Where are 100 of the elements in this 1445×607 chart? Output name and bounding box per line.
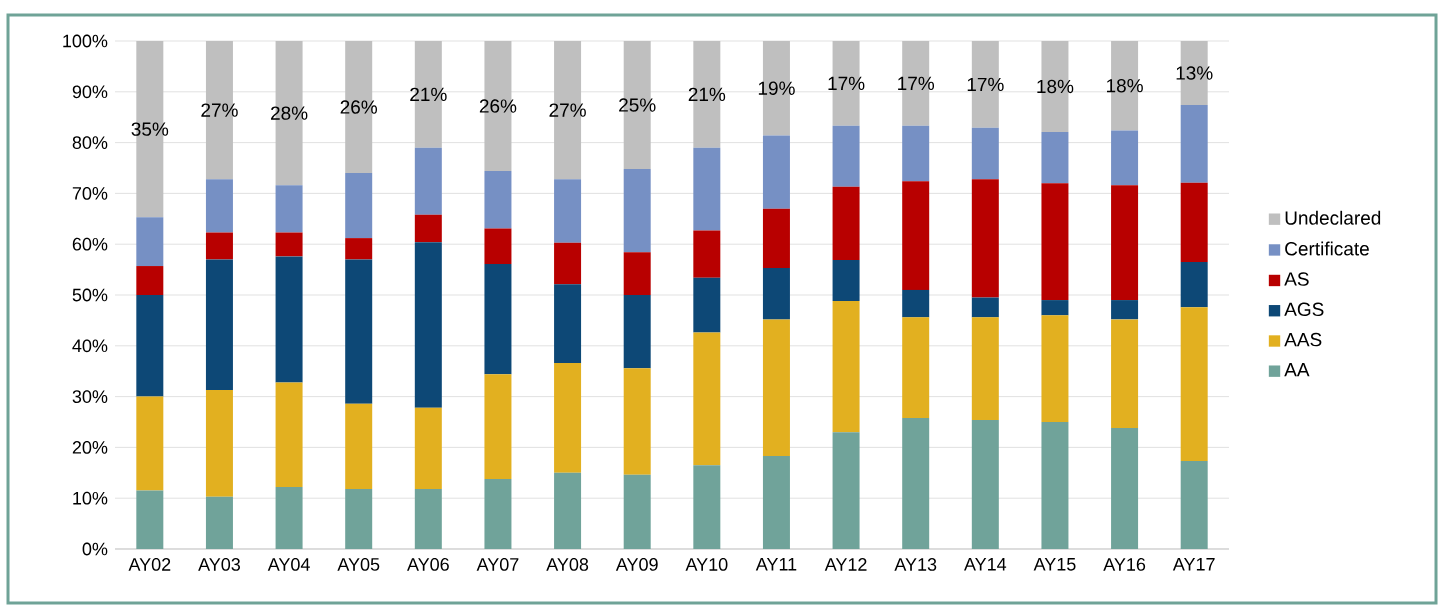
bar <box>971 127 999 180</box>
legend-label: Undeclared <box>1285 210 1381 225</box>
y-tick-label: 30% <box>72 390 108 403</box>
bar <box>554 363 582 473</box>
bar <box>554 179 582 243</box>
x-tick-label: AY02 <box>128 558 171 571</box>
bar <box>275 487 303 549</box>
data-label: 26% <box>340 100 378 114</box>
bar <box>205 259 233 390</box>
bar <box>345 259 373 404</box>
bar <box>414 242 442 408</box>
x-tick-label: AY14 <box>964 558 1007 571</box>
data-label: 35% <box>131 122 169 136</box>
bar <box>1041 131 1069 184</box>
bar <box>762 208 790 269</box>
x-tick-label: AY03 <box>198 558 241 571</box>
bar <box>554 472 582 549</box>
bar <box>832 301 860 433</box>
legend-label: AAS <box>1284 332 1322 347</box>
bar <box>205 390 233 497</box>
bar <box>623 295 651 369</box>
x-tick-label: AY09 <box>615 558 658 571</box>
bar <box>345 489 373 549</box>
bar <box>136 266 164 295</box>
bar <box>971 179 999 298</box>
bar <box>902 125 930 182</box>
bar <box>345 238 373 260</box>
bar <box>623 474 651 549</box>
data-label: 26% <box>479 99 517 113</box>
y-tick-label: 80% <box>72 136 108 149</box>
x-tick-label: AY10 <box>685 558 728 571</box>
data-label: 18% <box>1107 78 1143 93</box>
data-label: 19% <box>758 81 795 95</box>
bar <box>693 230 721 278</box>
bar <box>484 171 512 229</box>
bar <box>136 217 164 267</box>
data-label: 21% <box>410 87 447 102</box>
bar <box>1111 319 1139 429</box>
bar <box>205 496 233 549</box>
x-tick-label: AY16 <box>1103 558 1146 571</box>
bar <box>1041 315 1069 422</box>
bar <box>762 319 790 457</box>
bar <box>136 396 164 491</box>
bar <box>623 169 651 253</box>
x-tick-label: AY06 <box>407 558 449 571</box>
bar <box>832 125 860 187</box>
bar <box>832 186 860 260</box>
bar <box>136 490 164 549</box>
bar <box>414 489 442 549</box>
bar <box>275 256 303 383</box>
bar <box>1180 182 1208 262</box>
bar <box>1111 130 1139 186</box>
y-tick-label: 40% <box>72 339 108 353</box>
bar <box>1111 300 1139 320</box>
legend-label: Certificate <box>1285 241 1369 256</box>
bar <box>1111 185 1139 301</box>
bar <box>275 232 303 257</box>
y-tick-label: 90% <box>72 85 108 99</box>
bar <box>414 214 442 243</box>
bar <box>902 317 930 418</box>
y-tick-label: 60% <box>72 237 108 251</box>
bar <box>1041 300 1069 316</box>
bar <box>971 419 999 549</box>
bar <box>693 147 721 231</box>
bar <box>693 465 721 549</box>
data-label: 25% <box>619 98 656 112</box>
bar <box>554 242 582 285</box>
data-label: 27% <box>201 103 238 117</box>
bar <box>414 407 442 490</box>
bar <box>623 252 651 295</box>
x-tick-label: AY11 <box>755 558 797 571</box>
bar <box>1180 307 1208 462</box>
bar <box>902 417 930 549</box>
y-tick-label: 100% <box>63 34 108 48</box>
bar <box>414 147 442 215</box>
data-label: 28% <box>271 106 308 120</box>
bar <box>554 284 582 364</box>
x-tick-label: AY17 <box>1172 558 1215 571</box>
bar <box>345 173 373 239</box>
bar <box>693 277 721 333</box>
x-tick-label: AY08 <box>546 558 589 571</box>
bar <box>1041 183 1069 301</box>
x-tick-label: AY07 <box>476 558 519 571</box>
bar <box>971 317 999 420</box>
bar <box>971 297 999 318</box>
bar <box>205 232 233 260</box>
y-tick-label: 50% <box>72 288 108 302</box>
bar <box>484 228 512 265</box>
legend-label: AA <box>1284 363 1310 377</box>
data-label: 13% <box>1176 66 1213 80</box>
bar <box>136 295 164 397</box>
data-label: 17% <box>967 77 1004 92</box>
x-tick-label: AY15 <box>1033 558 1076 571</box>
x-tick-label: AY04 <box>267 558 310 571</box>
bar <box>484 478 512 549</box>
bar <box>762 268 790 320</box>
data-label: 18% <box>1037 79 1074 94</box>
legend-label: AGS <box>1284 302 1324 317</box>
y-tick-label: 20% <box>72 441 108 454</box>
y-tick-label: 70% <box>72 187 108 200</box>
